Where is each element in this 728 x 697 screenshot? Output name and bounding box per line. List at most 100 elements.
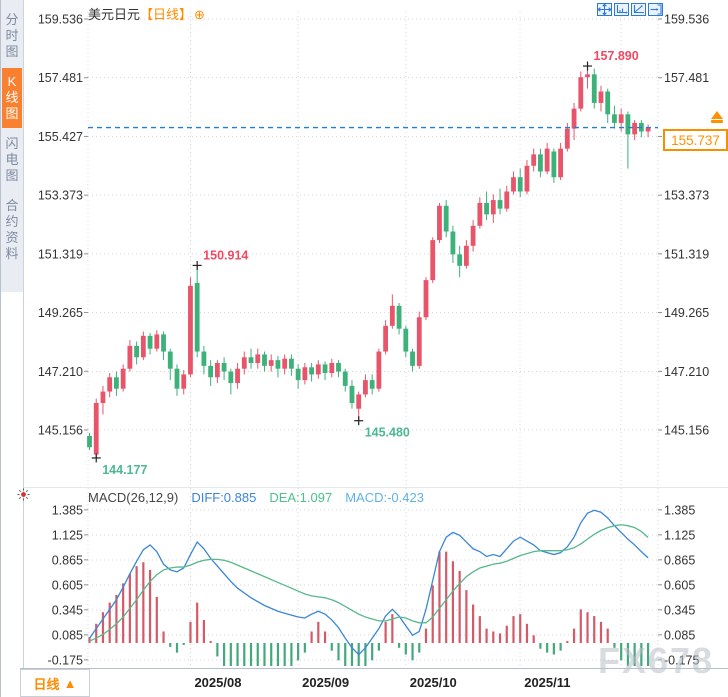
y-axis-label: 149.265 [38, 306, 83, 320]
macd-axis-label: 0.085 [52, 628, 83, 642]
sidebar-tab-contract[interactable]: 合 约 资 料 [5, 198, 19, 261]
candle-body [450, 231, 456, 255]
extreme-price-label: 145.480 [365, 426, 410, 440]
exit-restore-icon[interactable] [648, 3, 663, 16]
candle-body [275, 360, 281, 369]
y-axis-label: 157.481 [664, 71, 709, 85]
extreme-price-label: 150.914 [203, 248, 248, 262]
macd-header: MACD(26,12,9) DIFF:0.885 DEA:1.097 MACD:… [88, 490, 424, 505]
candle-body [558, 148, 563, 178]
x-axis-label: 2025/08 [194, 675, 242, 690]
y-axis-label: 153.373 [664, 189, 709, 203]
candle-body [632, 122, 638, 135]
candle-body [484, 202, 489, 215]
candle-body [174, 368, 180, 389]
candle-body [295, 368, 301, 381]
symbol-name: 美元日元 [88, 7, 141, 22]
candle-body [591, 74, 597, 103]
candle-body [349, 385, 355, 404]
candle-body [342, 371, 348, 386]
candle-body [87, 435, 92, 448]
y-axis-label: 151.319 [664, 247, 709, 261]
macd-axis-label: 0.085 [664, 628, 695, 642]
candle-body [329, 362, 335, 373]
period-tag: 【日线】 [140, 7, 193, 22]
candle-body [551, 151, 557, 178]
candle-body [410, 351, 415, 366]
candle-body [120, 368, 126, 389]
candle-body [302, 367, 308, 381]
candle-body [389, 305, 395, 326]
macd-axis-label: 0.345 [52, 603, 83, 617]
candle-body [504, 191, 510, 209]
candle-body [470, 225, 476, 246]
y-axis-label: 155.427 [38, 130, 83, 144]
price-annotations: 157.890 150.914 145.480 144.177 [91, 49, 639, 477]
candle-body [437, 205, 442, 241]
macd-axis-label: -0.175 [48, 653, 83, 667]
sidebar: 分 时 图 K 线 图闪 电 图合 约 资 料 [0, 0, 24, 697]
candle-body [531, 154, 537, 166]
candle-body [201, 351, 207, 366]
y-axis-label: 159.536 [38, 13, 83, 27]
x-axis-label: 2025/09 [302, 675, 350, 690]
sidebar-tab-flash[interactable]: 闪 电 图 [5, 136, 19, 183]
pan-icon[interactable] [597, 3, 612, 16]
candle-body [605, 91, 611, 115]
candles-layer [87, 66, 651, 458]
candle-body [289, 358, 294, 369]
chart-title: 美元日元【日线】 ⊕ [88, 4, 205, 23]
candle-body [571, 108, 577, 129]
candle-body [154, 334, 160, 349]
candle-body [463, 245, 469, 266]
add-indicator-icon[interactable]: ⊕ [194, 7, 205, 22]
macd-params-label: MACD(26,12,9) [88, 490, 179, 505]
sidebar-tabs: 分 时 图 K 线 图闪 电 图合 约 资 料 [1, 0, 23, 292]
sidebar-tab-timeline[interactable]: 分 时 图 [5, 12, 19, 59]
candle-body [107, 377, 113, 392]
y-axis-label: 145.156 [664, 423, 709, 437]
macd-diff-value: DIFF:0.885 [191, 490, 257, 505]
candle-body [578, 77, 584, 109]
candle-body [645, 127, 651, 132]
candle-body [315, 364, 321, 375]
macd-dea-line [89, 524, 649, 642]
candle-body [497, 200, 503, 209]
candle-body [134, 345, 140, 358]
period-label: 日线 [33, 676, 60, 692]
candle-body [363, 380, 368, 395]
candle-body [443, 205, 449, 232]
candle-body [221, 362, 227, 372]
candle-body [309, 367, 314, 375]
candle-body [618, 114, 624, 123]
candle-body [517, 177, 523, 192]
macd-settings-icon[interactable] [17, 488, 30, 506]
candle-body [167, 351, 173, 369]
macd-dea-value: DEA:1.097 [269, 490, 333, 505]
scale-x-axis-icon[interactable] [614, 3, 629, 16]
candle-body [241, 357, 247, 369]
macd-axis-label: 0.605 [52, 578, 83, 592]
candle-body [255, 354, 261, 363]
candle-body [140, 335, 146, 358]
macd-axis-label: -0.175 [664, 653, 699, 667]
extreme-price-label: 144.177 [102, 463, 147, 477]
macd-axis-label: 0.865 [52, 553, 83, 567]
candle-body [188, 285, 193, 375]
candle-body [208, 365, 214, 378]
candle-body [100, 391, 106, 404]
candle-body [268, 360, 274, 366]
period-selector[interactable]: 日线 ▲ [20, 669, 90, 697]
macd-axis-label: 0.605 [664, 578, 695, 592]
macd-axis-label: 1.385 [664, 503, 695, 517]
scale-y-axis-icon[interactable] [631, 3, 646, 16]
candle-body [194, 282, 200, 352]
candle-body [423, 280, 429, 318]
candle-body [524, 165, 530, 192]
candle-body [228, 371, 234, 383]
macd-axis-label: 1.125 [664, 528, 695, 542]
candle-body [127, 345, 133, 369]
sidebar-tab-kline[interactable]: K 线 图 [2, 68, 22, 128]
